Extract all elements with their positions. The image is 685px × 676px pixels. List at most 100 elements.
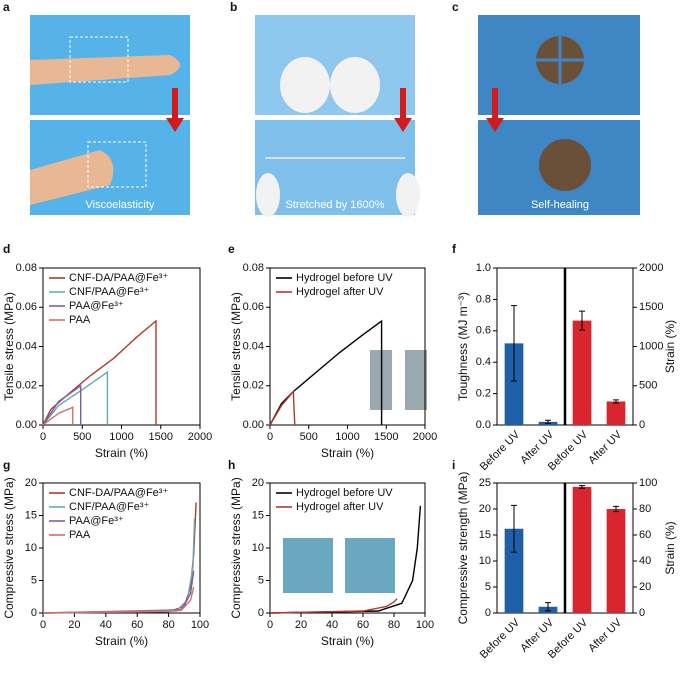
legend-label: CNF/PAA@Fe³⁺ [69,501,150,513]
series-line [42,586,195,614]
y-tick-label: 15 [252,509,264,521]
legend-label: Hydrogel before UV [296,272,393,284]
x-tick-label: 1500 [149,431,173,443]
gel [539,139,591,191]
y2-tick-label: 40 [639,555,651,567]
y2-axis-label: Strain (%) [663,320,677,373]
legend-label: CNF-DA/PAA@Fe³⁺ [69,487,168,499]
x-tick-label: 0 [40,619,46,631]
photo-b: Stretched by 1600% [255,15,420,217]
y2-tick-label: 2000 [639,262,663,274]
error-bar [545,419,551,424]
y-tick-label: 10 [25,542,37,554]
series-line [269,319,383,426]
legend-label: Hydrogel before UV [296,487,393,499]
glove [280,57,330,113]
y2-tick-label: 20 [639,581,651,593]
error-bar [613,505,619,513]
bar [606,509,626,613]
panel-label: a [3,0,10,14]
legend-label: PAA [69,529,91,541]
y-tick-label: 15 [479,529,491,541]
y-tick-label: 10 [252,542,264,554]
finger [30,150,114,205]
bar [504,528,524,613]
photo-c: Self-healing [478,15,640,215]
y-tick-label: 0 [31,607,37,619]
y-tick-label: 5 [31,574,37,586]
x-tick-label: 80 [162,619,174,631]
y-axis-label: Compressive stress (MPa) [2,477,16,618]
x-tick-label: 100 [416,619,434,631]
y-tick-label: 5 [485,581,491,593]
inset-photo [405,350,427,410]
y-tick-label: 10 [479,555,491,567]
y-tick-label: 0.06 [243,301,264,313]
y-tick-label: 0 [258,607,264,619]
y-tick-label: 0.02 [16,380,37,392]
y-tick-label: 0.0 [476,419,491,431]
y-tick-label: 0.4 [476,356,491,368]
finger [30,55,180,85]
y-tick-label: 0.8 [476,293,491,305]
panel-label: i [452,458,455,472]
y-tick-label: 0.08 [16,262,37,274]
caption: Self-healing [531,199,589,211]
y-tick-label: 5 [258,574,264,586]
error-bar [545,602,551,612]
y-axis-label: Tensile stress (MPa) [2,292,16,401]
series-line [42,370,109,426]
bar [606,401,626,425]
y-tick-label: 0.06 [16,301,37,313]
y2-tick-label: 0 [639,607,645,619]
x-axis-label: Strain (%) [95,634,148,648]
y-tick-label: 20 [252,477,264,489]
bar [504,343,524,425]
x-tick-label: 1000 [335,431,359,443]
series-line [269,598,398,614]
x-tick-label: 20 [68,619,80,631]
legend-label: CNF-DA/PAA@Fe³⁺ [69,272,168,284]
arrow [486,88,504,132]
y-axis-label: Compressive strength (MPa) [456,472,470,625]
series-line [42,518,196,614]
y-tick-label: 0 [485,607,491,619]
y-tick-label: 25 [479,477,491,489]
y-axis-label: Compressive stress (MPa) [229,477,243,618]
x-tick-label: 2000 [413,431,437,443]
y-tick-label: 0.02 [243,380,264,392]
caption: Viscoelasticity [86,199,155,211]
y-tick-label: 20 [25,477,37,489]
y-tick-label: 1.0 [476,262,491,274]
dashed-box [69,36,129,83]
y-tick-label: 0.04 [243,340,264,352]
panel-label: c [452,0,459,14]
y2-axis-label: Strain (%) [663,521,677,574]
x-tick-label: 40 [100,619,112,631]
legend-label: PAA [69,314,91,326]
y-axis-label: Tensile stress (MPa) [229,292,243,401]
y2-tick-label: 80 [639,503,651,515]
series-line [42,319,157,426]
x-axis-label: Strain (%) [95,446,148,460]
x-tick-label: 40 [326,619,338,631]
glove [396,173,420,217]
x-tick-label: 0 [267,619,273,631]
legend-label: PAA@Fe³⁺ [69,515,124,527]
inset-photo [345,538,395,593]
y2-tick-label: 1000 [639,340,663,352]
legend-label: PAA@Fe³⁺ [69,300,124,312]
y2-tick-label: 0 [639,419,645,431]
dashed-box [87,141,147,188]
y2-tick-label: 1500 [639,301,663,313]
bar [572,320,592,425]
y-tick-label: 0.08 [243,262,264,274]
series-line [269,389,296,426]
x-tick-label: 60 [357,619,369,631]
x-tick-label: 1000 [109,431,133,443]
x-tick-label: 60 [131,619,143,631]
bar [572,486,592,613]
error-bar [579,485,585,489]
series-line [42,384,82,426]
